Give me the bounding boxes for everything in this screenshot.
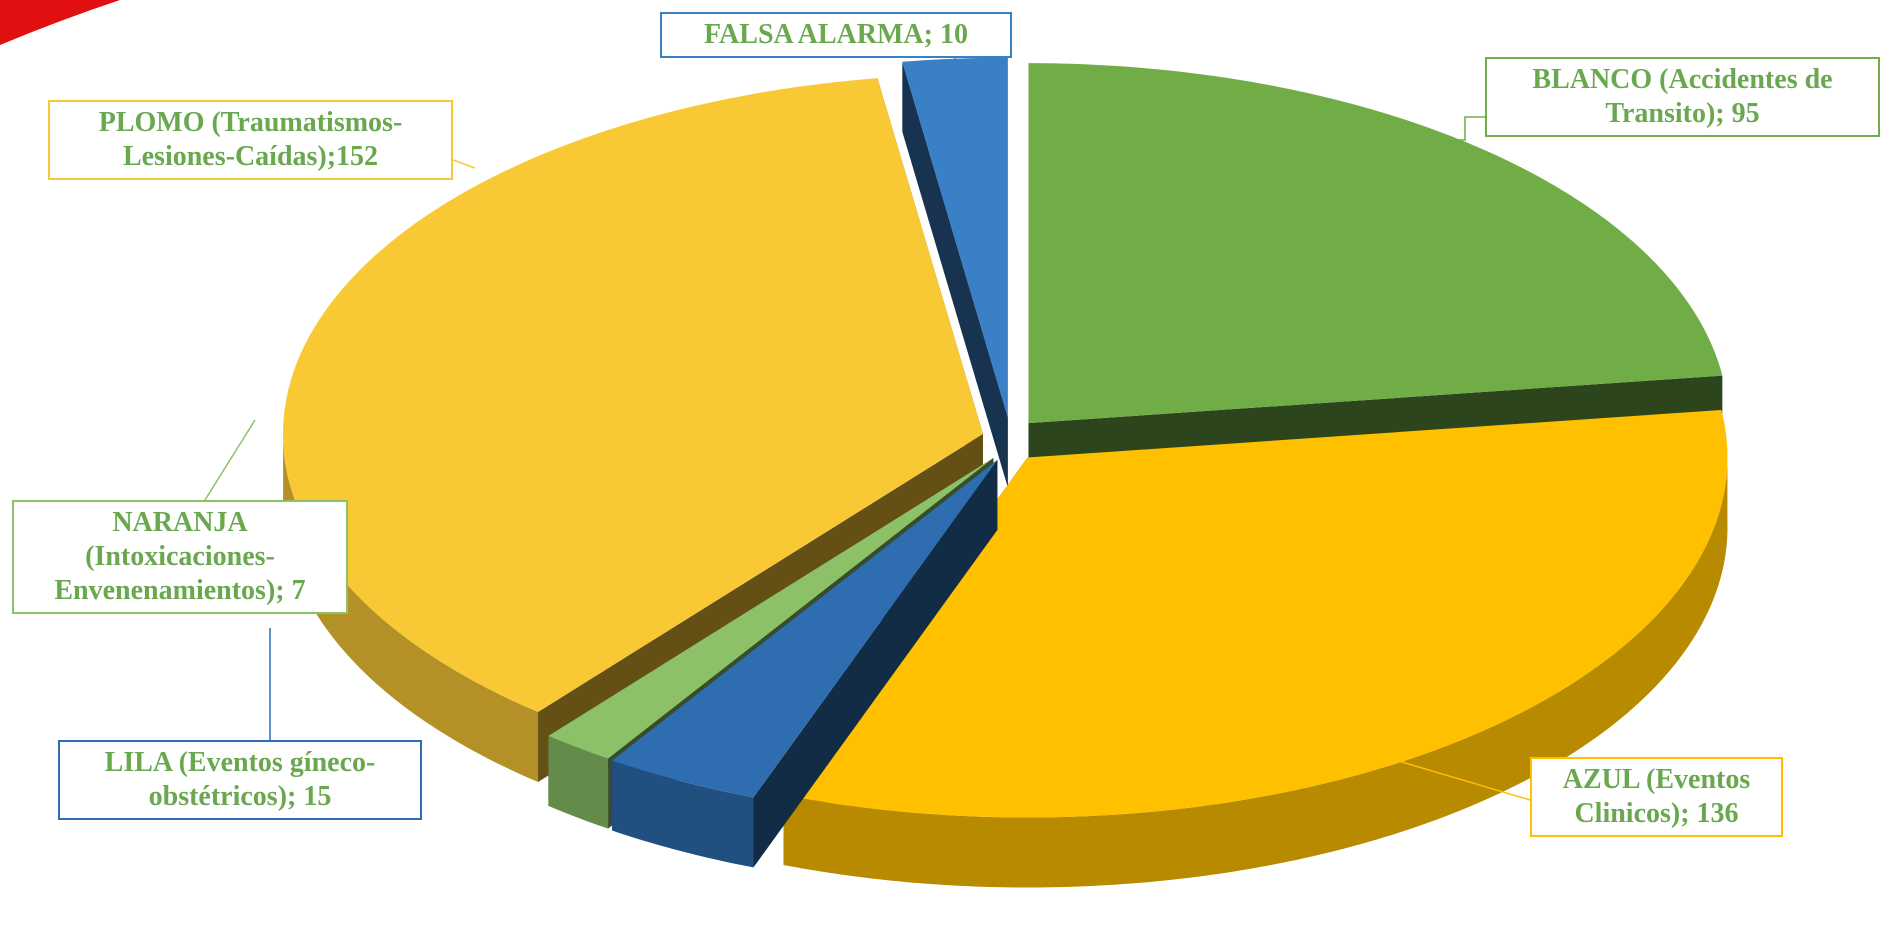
label-value: ; 15 xyxy=(287,781,332,812)
data-label: NARANJA (Intoxicaciones-Envenenamientos)… xyxy=(12,500,348,614)
slice-top xyxy=(283,78,984,712)
data-label: LILA (Eventos gíneco-obstétricos); 15 xyxy=(58,740,422,820)
slice-top xyxy=(1028,63,1723,424)
slice xyxy=(612,459,998,868)
leader-line xyxy=(1394,759,1531,801)
slice xyxy=(902,57,1008,488)
leader-line xyxy=(204,419,256,501)
label-name: AZUL (Eventos Clinicos) xyxy=(1562,764,1751,829)
leader-lines xyxy=(204,58,1531,801)
pie xyxy=(283,57,1728,888)
slice-wall xyxy=(783,452,1728,888)
slice-wall xyxy=(612,760,754,868)
slice-wall xyxy=(283,428,539,782)
data-label: FALSA ALARMA; 10 xyxy=(660,12,1012,58)
leader-line xyxy=(1458,116,1485,141)
slice-top xyxy=(902,57,1008,418)
corner-decoration xyxy=(0,0,120,45)
label-name: LILA (Eventos gíneco-obstétricos) xyxy=(104,747,376,812)
label-value: ; 10 xyxy=(923,19,968,50)
slice-top xyxy=(548,458,994,759)
data-label: AZUL (Eventos Clinicos); 136 xyxy=(1530,757,1783,837)
slice-side xyxy=(902,61,1008,488)
label-value: ; 136 xyxy=(1680,798,1739,829)
label-name: NARANJA (Intoxicaciones-Envenenamientos) xyxy=(54,507,276,606)
data-label: BLANCO (Accidentes de Transito); 95 xyxy=(1485,57,1880,137)
label-value: ; 95 xyxy=(1715,98,1760,129)
label-name: PLOMO (Traumatismos-Lesiones-Caídas) xyxy=(98,107,403,172)
slice-wall xyxy=(548,735,609,829)
data-label: PLOMO (Traumatismos-Lesiones-Caídas);152 xyxy=(48,100,453,180)
label-value: ;152 xyxy=(326,141,379,172)
label-name: BLANCO (Accidentes de Transito) xyxy=(1532,64,1833,129)
slice-side xyxy=(548,458,994,806)
leader-line xyxy=(452,159,476,169)
label-name: FALSA ALARMA xyxy=(704,19,924,50)
slice-top xyxy=(783,409,1728,818)
label-value: ; 7 xyxy=(275,575,306,606)
slice-top xyxy=(612,459,998,798)
